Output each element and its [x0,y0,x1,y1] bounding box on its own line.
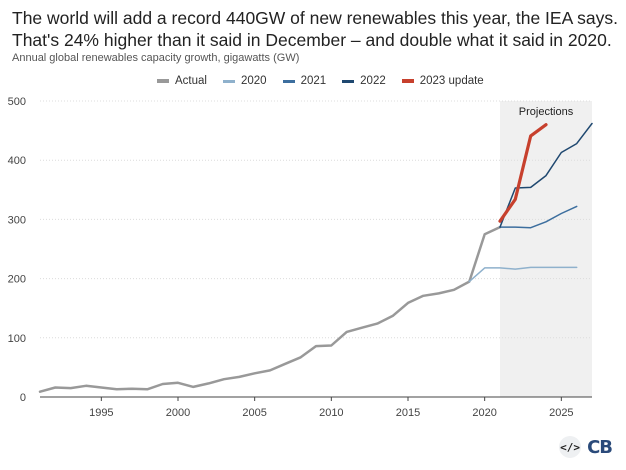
legend-label: 2020 [240,75,267,87]
x-tick-label: 2005 [242,407,266,419]
legend-item: Actual [157,75,207,87]
legend-swatch [401,79,414,83]
legend-item: 2023 update [401,75,484,87]
y-tick-label: 300 [8,214,26,226]
series-line-2021 [499,205,578,229]
series-line-2022 [499,122,593,228]
x-tick-label: 2025 [549,407,573,419]
legend-item: 2021 [282,75,327,87]
legend-swatch [342,79,355,83]
x-tick-label: 2010 [319,407,343,419]
chart-legend: Actual 2020 2021 2022 2023 update [157,74,500,88]
logo-text: CB [587,436,613,458]
y-tick-label: 0 [20,392,26,404]
y-tick-label: 400 [8,155,26,167]
series-line-2020 [468,266,578,283]
x-tick-label: 2020 [472,407,496,419]
legend-label: 2021 [300,75,327,87]
legend-swatch [157,79,169,83]
projection-band [500,101,592,397]
chart-subtitle: Annual global renewables capacity growth… [12,52,300,64]
y-tick-label: 200 [8,274,26,286]
series-line-2023-update [498,123,548,223]
legend-item: 2020 [222,75,267,87]
x-tick-label: 1995 [89,407,113,419]
y-tick-label: 500 [8,96,26,108]
y-tick-label: 100 [8,333,26,345]
x-tick-label: 2015 [396,407,420,419]
legend-item: 2022 [342,75,386,87]
projection-label: Projections [519,106,574,118]
carbon-brief-logo: </> CB [559,436,613,458]
legend-label: Actual [175,75,207,87]
chart-title: The world will add a record 440GW of new… [12,8,618,50]
legend-swatch [222,79,235,83]
code-icon: </> [559,436,582,458]
x-tick-label: 2000 [166,407,190,419]
legend-label: 2023 update [419,75,484,87]
legend-label: 2022 [360,75,386,87]
series-line-actual [38,225,502,393]
legend-swatch [282,79,295,83]
